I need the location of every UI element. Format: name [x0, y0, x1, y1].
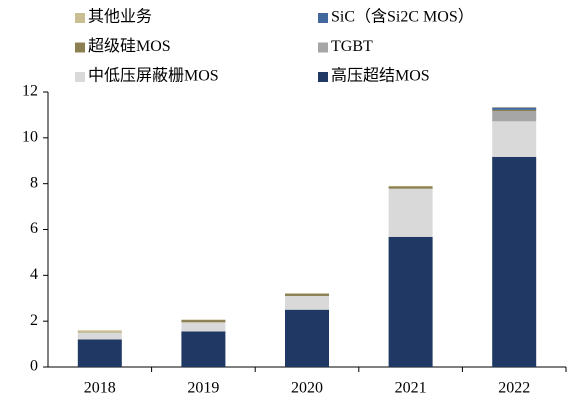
- legend-swatch: [318, 13, 328, 23]
- legend-label: 中低压屏蔽栅MOS: [88, 67, 219, 85]
- y-tick-label: 2: [30, 312, 38, 329]
- legend-swatch: [75, 43, 85, 53]
- legend-label: 超级硅MOS: [88, 37, 171, 55]
- legend-label: 高压超结MOS: [331, 67, 430, 85]
- bar-segment: [181, 320, 225, 322]
- bar-segment: [389, 237, 433, 367]
- bar-segment: [492, 110, 536, 111]
- bar-segment: [389, 186, 433, 188]
- legend-label: 其他业务: [88, 8, 152, 26]
- bar-segment: [78, 340, 122, 368]
- bar-segment: [285, 294, 329, 296]
- y-tick-label: 4: [30, 266, 38, 283]
- x-tick-label: 2021: [395, 380, 427, 397]
- bar-segment: [492, 108, 536, 110]
- y-tick-label: 8: [30, 174, 38, 191]
- y-tick-label: 12: [22, 83, 38, 100]
- y-tick-label: 0: [30, 358, 38, 375]
- bar-segment: [285, 296, 329, 310]
- bar-segment: [389, 189, 433, 237]
- y-tick-label: 6: [30, 220, 38, 237]
- bar-segment: [492, 111, 536, 121]
- bar-segment: [285, 310, 329, 367]
- bar-segment: [78, 333, 122, 340]
- bar-segment: [492, 157, 536, 367]
- bar-segment: [78, 330, 122, 332]
- legend-swatch: [75, 72, 85, 82]
- x-tick-label: 2018: [84, 380, 116, 397]
- legend-label: SiC（含Si2C MOS）: [331, 8, 474, 26]
- x-tick-label: 2022: [498, 380, 530, 397]
- bar-segment: [492, 121, 536, 157]
- legend-swatch: [318, 43, 328, 53]
- legend-label: TGBT: [331, 38, 373, 55]
- legend-swatch: [75, 13, 85, 23]
- x-tick-label: 2020: [291, 380, 323, 397]
- y-tick-label: 10: [22, 129, 38, 146]
- x-tick-label: 2019: [187, 380, 219, 397]
- bar-segment: [181, 331, 225, 367]
- legend-swatch: [318, 72, 328, 82]
- bar-segment: [181, 322, 225, 331]
